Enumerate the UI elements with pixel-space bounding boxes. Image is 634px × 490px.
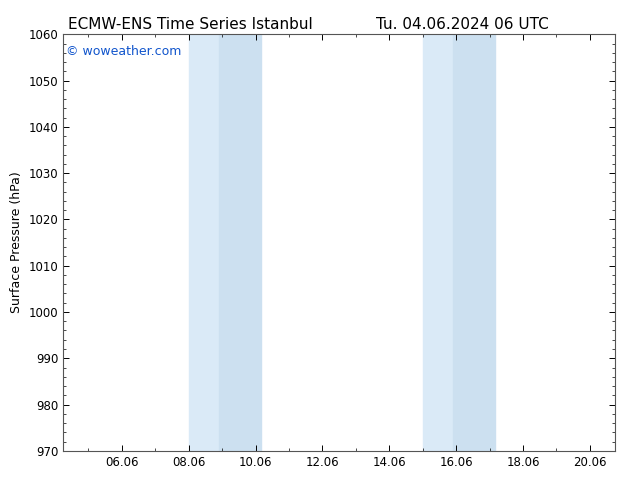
Bar <box>189 34 219 451</box>
Bar <box>219 34 261 451</box>
Bar <box>453 34 495 451</box>
Text: ECMW-ENS Time Series Istanbul: ECMW-ENS Time Series Istanbul <box>68 17 313 32</box>
Y-axis label: Surface Pressure (hPa): Surface Pressure (hPa) <box>10 172 23 314</box>
Text: Tu. 04.06.2024 06 UTC: Tu. 04.06.2024 06 UTC <box>377 17 549 32</box>
Text: © woweather.com: © woweather.com <box>66 45 181 58</box>
Bar <box>423 34 453 451</box>
